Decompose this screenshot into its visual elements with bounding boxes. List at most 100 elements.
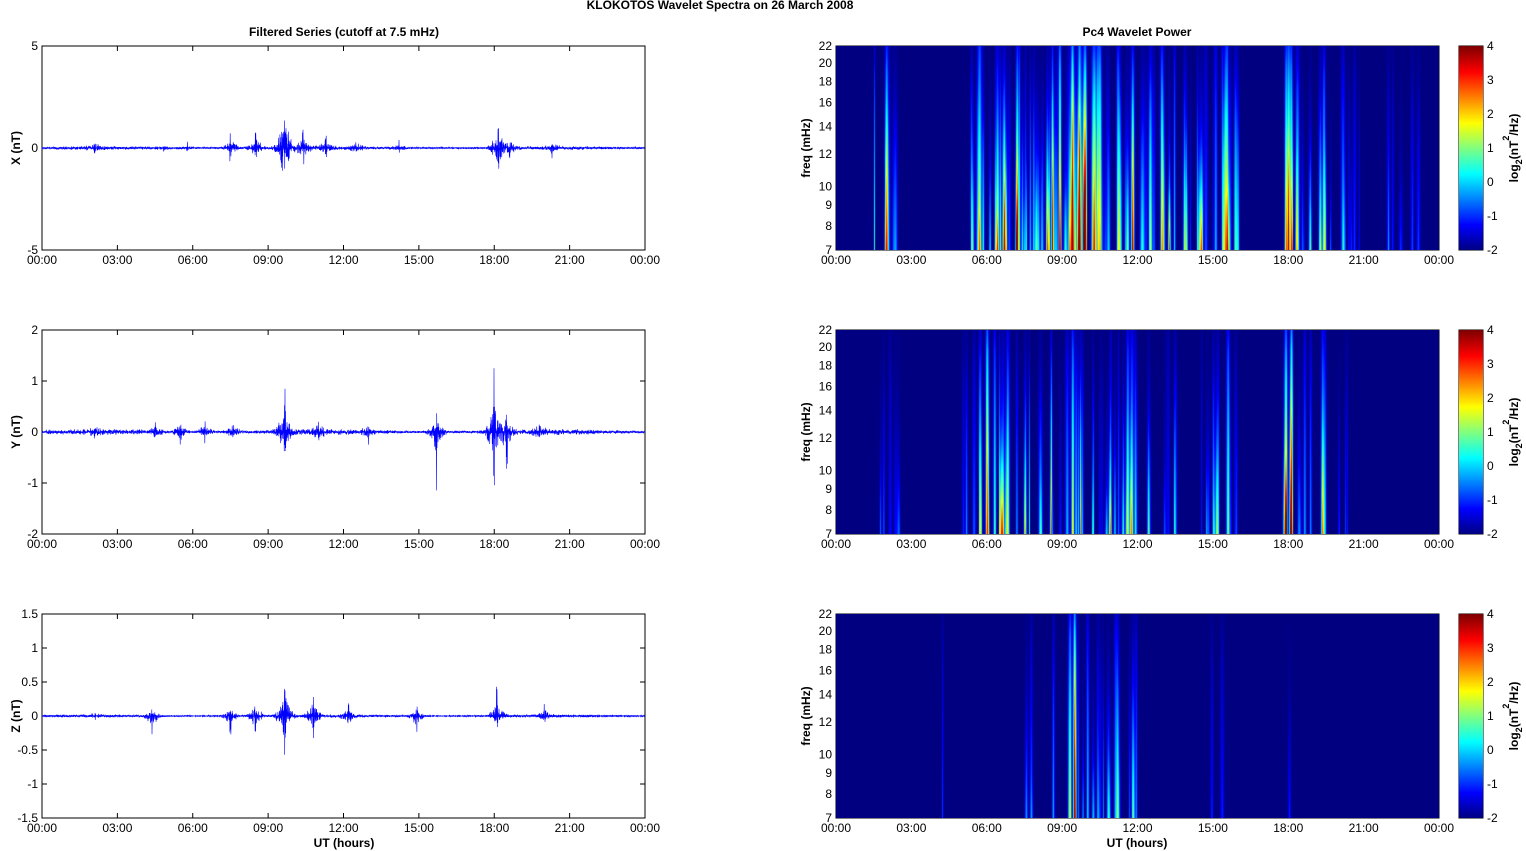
series-xtick-label: 15:00 (404, 821, 434, 835)
spectrum-xtick-label: 00:00 (1424, 821, 1454, 835)
colorbar-tick-label: 0 (1487, 175, 1494, 189)
series-xtick-label: 00:00 (27, 821, 57, 835)
spectrum-ytick-label: 8 (825, 219, 832, 233)
series-ytick-label: -1 (27, 777, 38, 791)
series-ytick-label: 0 (31, 141, 38, 155)
spectrum-xtick-label: 06:00 (972, 253, 1002, 267)
spectrum-ytick-label: 7 (825, 811, 832, 825)
right-title: Pc4 Wavelet Power (1083, 25, 1192, 39)
left-xlabel: UT (hours) (314, 836, 375, 850)
series-xtick-label: 12:00 (328, 821, 358, 835)
colorbar-tick-label: 2 (1487, 391, 1494, 405)
series-line-Z (41, 686, 645, 755)
colorbar-tick-label: 4 (1487, 39, 1494, 53)
spectrum-ytick-label: 16 (819, 96, 833, 110)
spectrum-xtick-label: 18:00 (1273, 253, 1303, 267)
spectrum-ytick-label: 7 (825, 243, 832, 257)
spectrum-ytick-label: 7 (825, 527, 832, 541)
series-xtick-label: 15:00 (404, 537, 434, 551)
right-xlabel: UT (hours) (1107, 836, 1168, 850)
colorbar-label-part: (nT (1507, 140, 1521, 159)
spectrum-heatmap (836, 330, 1439, 534)
series-ytick-label: 1.5 (21, 607, 38, 621)
spectrum-ytick-label: 9 (825, 198, 832, 212)
spectrum-xtick-label: 09:00 (1047, 821, 1077, 835)
spectrum-xtick-label: 03:00 (896, 537, 926, 551)
spectrum-ytick-label: 16 (819, 380, 833, 394)
colorbar-tick-label: -1 (1487, 777, 1498, 791)
spectrum-ytick-label: 9 (825, 766, 832, 780)
spectrum-ytick-label: 14 (819, 404, 833, 418)
figure-title: KLOKOTOS Wavelet Spectra on 26 March 200… (587, 0, 854, 12)
spectrum-ytick-label: 10 (819, 463, 833, 477)
series-ytick-label: 5 (31, 39, 38, 53)
spectrum-ytick-label: 18 (819, 75, 833, 89)
series-xtick-label: 09:00 (253, 537, 283, 551)
spectrum-ylabel: freq (mHz) (799, 686, 813, 745)
colorbar-label-part: log (1507, 164, 1521, 182)
series-xtick-label: 12:00 (328, 253, 358, 267)
colorbar-tick-label: -2 (1487, 243, 1498, 257)
colorbar-tick-label: 4 (1487, 607, 1494, 621)
spectrum-xtick-label: 12:00 (1122, 253, 1152, 267)
spectrum-xtick-label: 21:00 (1349, 253, 1379, 267)
series-ytick-label: -1.5 (17, 811, 38, 825)
series-xtick-label: 00:00 (27, 253, 57, 267)
colorbar-tick-label: 0 (1487, 459, 1494, 473)
series-xtick-label: 00:00 (630, 537, 660, 551)
series-ytick-label: 0 (31, 709, 38, 723)
colorbar-label-part: 2 (1501, 136, 1511, 141)
colorbar-tick-label: 3 (1487, 357, 1494, 371)
series-ytick-label: -0.5 (17, 743, 38, 757)
spectrum-ytick-label: 22 (819, 607, 833, 621)
series-xtick-label: 21:00 (555, 821, 585, 835)
colorbar-label: log2(nT2/Hz) (1501, 398, 1524, 467)
colorbar (1459, 614, 1483, 818)
spectrum-xtick-label: 12:00 (1122, 537, 1152, 551)
colorbar-label-part: /Hz) (1507, 398, 1521, 420)
series-xtick-label: 03:00 (102, 253, 132, 267)
spectrum-ytick-label: 14 (819, 120, 833, 134)
series-xtick-label: 06:00 (178, 821, 208, 835)
colorbar-label-part: (nT (1507, 424, 1521, 443)
spectrum-xtick-label: 12:00 (1122, 821, 1152, 835)
series-ytick-label: 1 (31, 641, 38, 655)
colorbar-tick-label: -2 (1487, 811, 1498, 825)
series-xtick-label: 18:00 (479, 821, 509, 835)
spectrum-ytick-label: 18 (819, 643, 833, 657)
series-ytick-label: -5 (27, 243, 38, 257)
series-xtick-label: 18:00 (479, 253, 509, 267)
spectrum-xtick-label: 00:00 (1424, 253, 1454, 267)
colorbar-tick-label: 1 (1487, 425, 1494, 439)
colorbar-tick-label: 4 (1487, 323, 1494, 337)
spectrum-ytick-label: 22 (819, 39, 833, 53)
series-xtick-label: 21:00 (555, 537, 585, 551)
series-ytick-label: 1 (31, 374, 38, 388)
series-xtick-label: 09:00 (253, 821, 283, 835)
series-xtick-label: 03:00 (102, 821, 132, 835)
series-ytick-label: -1 (27, 476, 38, 490)
spectrum-ytick-label: 20 (819, 56, 833, 70)
colorbar-tick-label: 1 (1487, 709, 1494, 723)
series-ytick-label: 0 (31, 425, 38, 439)
colorbar-label: log2(nT2/Hz) (1501, 114, 1524, 183)
spectrum-xtick-label: 09:00 (1047, 253, 1077, 267)
colorbar-tick-label: -1 (1487, 493, 1498, 507)
colorbar-tick-label: -2 (1487, 527, 1498, 541)
colorbar-label-part: 2 (1514, 159, 1524, 164)
spectrum-xtick-label: 00:00 (821, 537, 851, 551)
series-ylabel: X (nT) (9, 131, 23, 165)
series-xtick-label: 06:00 (178, 537, 208, 551)
spectrum-ytick-label: 10 (819, 179, 833, 193)
spectrum-xtick-label: 21:00 (1349, 821, 1379, 835)
series-ytick-label: 2 (31, 323, 38, 337)
spectrum-xtick-label: 00:00 (821, 253, 851, 267)
series-ylabel: Z (nT) (9, 699, 23, 732)
series-xtick-label: 09:00 (253, 253, 283, 267)
colorbar-tick-label: 2 (1487, 107, 1494, 121)
spectrum-xtick-label: 15:00 (1198, 537, 1228, 551)
spectrum-heatmap (836, 614, 1439, 818)
series-xtick-label: 21:00 (555, 253, 585, 267)
spectrum-xtick-label: 18:00 (1273, 537, 1303, 551)
colorbar-label-part: /Hz) (1507, 114, 1521, 136)
